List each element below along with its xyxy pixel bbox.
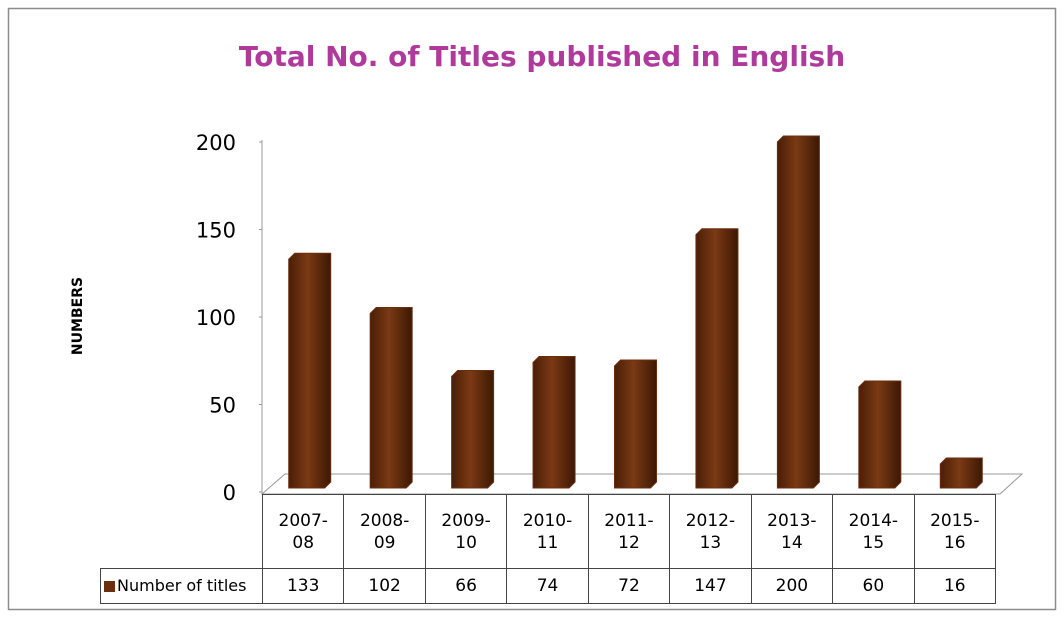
legend-label: Number of titles	[117, 576, 247, 595]
bar	[451, 370, 495, 489]
data-label: 102	[343, 568, 426, 604]
bar	[369, 307, 413, 489]
chart-title: Total No. of Titles published in English	[239, 40, 845, 73]
y-axis-label: NUMBERS	[70, 277, 86, 355]
x-tick-label: 2010-11	[506, 494, 589, 569]
data-label: 74	[506, 568, 589, 604]
data-label: 16	[913, 568, 996, 604]
data-label: 72	[587, 568, 671, 604]
x-tick-label: 2012-13	[669, 494, 752, 569]
bar	[288, 252, 332, 489]
x-tick-label: 2013-14	[750, 494, 834, 569]
y-tick-label: 50	[209, 394, 236, 418]
data-label: 66	[424, 568, 508, 604]
x-tick-label: 2008-09	[343, 494, 426, 569]
x-tick-label: 2009-10	[424, 494, 508, 569]
legend: Number of titles	[100, 568, 263, 604]
data-label: 133	[262, 568, 345, 604]
bar	[695, 228, 739, 489]
bar	[532, 356, 576, 489]
y-tick-label: 150	[196, 219, 236, 243]
y-tick-label: 100	[196, 306, 236, 330]
x-tick-label: 2015-16	[913, 494, 996, 569]
x-tick-label: 2014-15	[832, 494, 915, 569]
bar	[939, 457, 983, 489]
bar	[614, 359, 657, 489]
bar	[858, 380, 902, 489]
legend-swatch	[104, 580, 115, 592]
data-label: 147	[669, 568, 752, 604]
data-label: 200	[750, 568, 834, 604]
y-tick-label: 0	[223, 481, 236, 505]
x-tick-label: 2011-12	[587, 494, 671, 569]
data-label: 60	[832, 568, 915, 604]
y-tick-label: 200	[196, 131, 236, 155]
bar	[776, 135, 820, 489]
x-tick-label: 2007-08	[262, 494, 345, 569]
